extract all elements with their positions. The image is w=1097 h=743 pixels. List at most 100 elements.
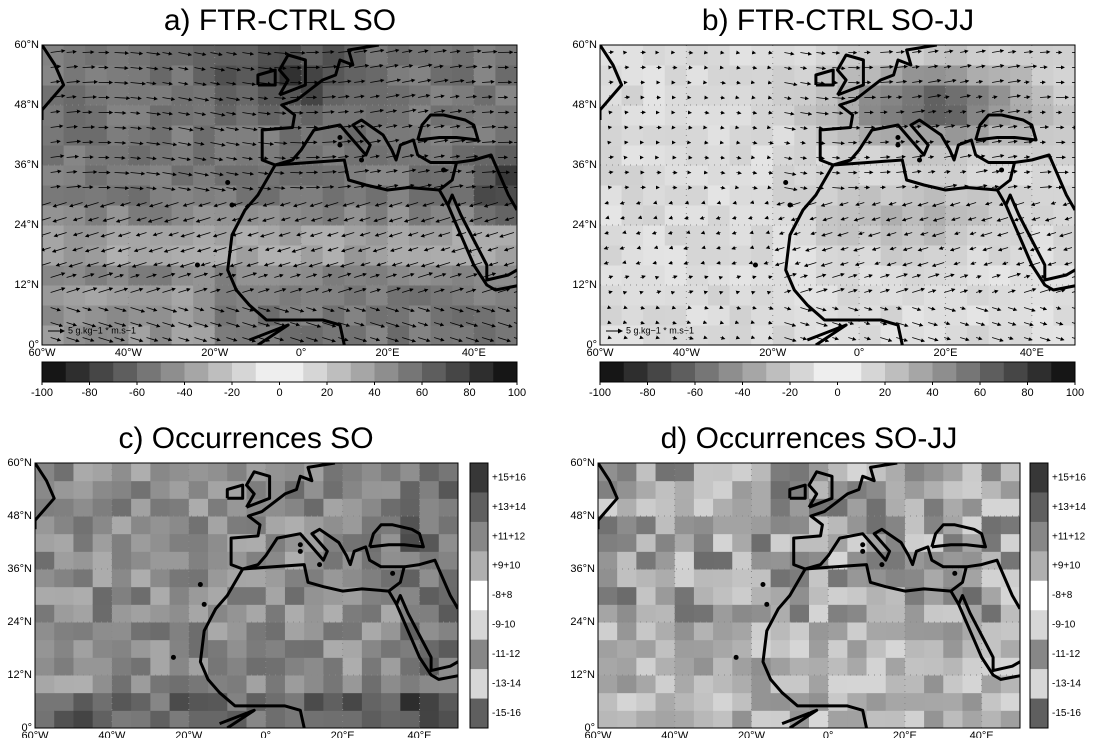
- colorbar-label: -8+8: [1052, 590, 1073, 601]
- map-cell: [381, 710, 401, 728]
- map-cell: [886, 481, 906, 499]
- colorbar-label: -9-10: [1052, 620, 1076, 631]
- map-cell: [905, 569, 925, 587]
- map-cell: [838, 245, 860, 266]
- map-cell: [409, 245, 431, 266]
- map-cell: [131, 622, 151, 640]
- map-cell: [150, 463, 170, 481]
- lon-label: 40°W: [673, 347, 701, 359]
- map-cell: [636, 587, 656, 605]
- map-cell: [208, 569, 228, 587]
- map-cell: [924, 498, 944, 516]
- map-cell: [387, 325, 409, 346]
- colorbar-label: -60: [129, 387, 145, 399]
- map-cell: [323, 710, 343, 728]
- map-cell: [902, 265, 924, 286]
- map-cell: [816, 105, 838, 126]
- map-cell: [828, 657, 848, 675]
- map-cell: [1001, 640, 1021, 658]
- map-cell: [828, 710, 848, 728]
- map-cell: [439, 710, 459, 728]
- colorbar-label: -13-14: [492, 678, 521, 689]
- map-cell: [902, 185, 924, 206]
- map-cell: [208, 710, 228, 728]
- wind-vector: [83, 52, 94, 53]
- map-cell: [107, 265, 129, 286]
- map-cell: [170, 604, 190, 622]
- lon-label: 20°E: [893, 730, 917, 738]
- map-cell: [809, 587, 829, 605]
- map-cell: [189, 640, 209, 658]
- colorbar-segment: [1004, 362, 1028, 382]
- map-cell: [285, 622, 305, 640]
- map-cell: [675, 534, 695, 552]
- map-cell: [362, 463, 382, 481]
- map-cell: [54, 481, 74, 499]
- map-cell: [771, 551, 791, 569]
- map-cell: [1032, 85, 1054, 106]
- map-cell: [665, 125, 687, 146]
- map-cell: [730, 85, 752, 106]
- map-cell: [1001, 463, 1021, 481]
- map-cell: [266, 622, 286, 640]
- map-cell: [886, 693, 906, 711]
- map-cell: [42, 205, 64, 226]
- map-cell: [439, 516, 459, 534]
- wind-vector: [673, 292, 675, 293]
- map-cell: [636, 534, 656, 552]
- map-cell: [73, 551, 93, 569]
- lon-label: 0°: [296, 347, 307, 359]
- map-cell: [924, 657, 944, 675]
- map-cell: [73, 569, 93, 587]
- colorbar-segment: [66, 362, 90, 382]
- map-cell: [838, 285, 860, 306]
- lat-label: 48°N: [7, 510, 32, 522]
- map-cell: [93, 587, 113, 605]
- map-cell: [1032, 105, 1054, 126]
- map-cell: [266, 710, 286, 728]
- map-cell: [93, 693, 113, 711]
- map-cell: [732, 622, 752, 640]
- map-cell: [598, 622, 618, 640]
- map-cell: [381, 657, 401, 675]
- map-cell: [751, 325, 773, 346]
- map-cell: [381, 622, 401, 640]
- map-cell: [730, 105, 752, 126]
- map-cell: [656, 516, 676, 534]
- map-cell: [886, 710, 906, 728]
- map-cell: [247, 675, 267, 693]
- map-cell: [1010, 85, 1032, 106]
- map-cell: [847, 675, 867, 693]
- map-cell: [962, 710, 982, 728]
- colorbar-segment: [470, 669, 488, 699]
- map-cell: [131, 534, 151, 552]
- map-cell: [420, 463, 440, 481]
- colorbar-segment: [446, 362, 470, 382]
- map-cell: [362, 481, 382, 499]
- map-cell: [1032, 325, 1054, 346]
- map-cell: [387, 265, 409, 286]
- map-cell: [751, 604, 771, 622]
- map-cell: [362, 516, 382, 534]
- map-cell: [323, 45, 345, 66]
- colorbar-label: +15+16: [492, 472, 526, 483]
- map-cell: [982, 481, 1002, 499]
- map-cell: [387, 105, 409, 126]
- map-cell: [131, 693, 151, 711]
- map-cell: [112, 710, 132, 728]
- map-cell: [1010, 65, 1032, 86]
- map-cell: [1010, 125, 1032, 146]
- map-cell: [945, 265, 967, 286]
- map-cell: [344, 225, 366, 246]
- colorbar-segment: [470, 610, 488, 640]
- map-cell: [495, 85, 517, 106]
- map-cell: [828, 569, 848, 587]
- map-cell: [35, 569, 55, 587]
- map-cell: [675, 569, 695, 587]
- map-cell: [713, 710, 733, 728]
- map-cell: [172, 305, 194, 326]
- map-cell: [150, 640, 170, 658]
- map-cell: [35, 587, 55, 605]
- map-cell: [886, 640, 906, 658]
- map-cell: [247, 622, 267, 640]
